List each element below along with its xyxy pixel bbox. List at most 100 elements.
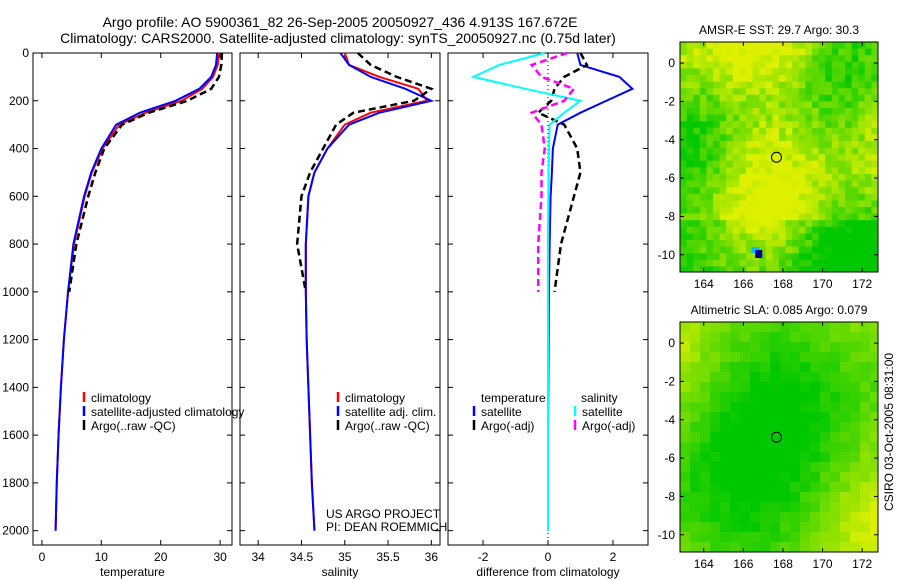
map-cell xyxy=(838,266,846,273)
map-cell xyxy=(830,442,841,453)
map-cell xyxy=(770,372,781,383)
map-cell xyxy=(792,180,800,188)
panel-salinity xyxy=(239,52,441,546)
map-cell xyxy=(812,207,820,215)
map-cell xyxy=(770,402,781,413)
map-cell xyxy=(739,75,747,83)
map-cell xyxy=(790,532,801,543)
map-cell xyxy=(706,167,714,175)
map-cell xyxy=(840,472,851,483)
map-cell xyxy=(765,233,773,241)
map-cell xyxy=(800,362,811,373)
map-cell xyxy=(858,187,866,195)
map-cell xyxy=(752,240,760,248)
map-cell xyxy=(871,114,879,122)
map-cell xyxy=(699,108,707,116)
x-tick-label: 166 xyxy=(733,557,753,571)
map-cell xyxy=(851,94,859,102)
map-cell xyxy=(818,160,826,168)
map-cell xyxy=(686,226,694,234)
map-cell xyxy=(693,154,701,162)
map-cell xyxy=(820,422,831,433)
map-cell xyxy=(680,94,688,102)
map-cell xyxy=(770,482,781,493)
map-cell xyxy=(713,160,721,168)
map-cell xyxy=(780,412,791,423)
map-cell xyxy=(759,42,767,50)
map-cell xyxy=(710,412,721,423)
map-cell xyxy=(719,55,727,63)
map-cell xyxy=(732,88,740,96)
map-cell xyxy=(700,462,711,473)
map-cell xyxy=(680,200,688,208)
map-cell xyxy=(759,226,767,234)
map-cell xyxy=(680,332,691,343)
map-cell xyxy=(746,94,754,102)
map-cell xyxy=(818,246,826,254)
map-cell xyxy=(680,412,691,423)
map-cell xyxy=(730,502,741,513)
map-cell xyxy=(870,522,879,533)
map-cell xyxy=(732,259,740,267)
map-cell xyxy=(871,226,879,234)
map-cell xyxy=(680,127,688,135)
map-cell xyxy=(726,81,734,89)
map-cell xyxy=(838,75,846,83)
map-cell xyxy=(798,233,806,241)
map-cell xyxy=(850,332,861,343)
map-cell xyxy=(790,362,801,373)
map-cell xyxy=(812,253,820,261)
map-cell xyxy=(726,220,734,228)
map-cell xyxy=(710,542,721,553)
map-cell xyxy=(713,68,721,76)
map-cell xyxy=(864,160,872,168)
map-cell xyxy=(690,322,701,333)
map-cell xyxy=(732,127,740,135)
map-cell xyxy=(825,193,833,201)
map-cell xyxy=(759,147,767,155)
map-cell xyxy=(820,432,831,443)
map-cell xyxy=(750,342,761,353)
map-cell xyxy=(800,542,811,553)
map-cell xyxy=(680,266,688,273)
map-cell xyxy=(864,101,872,109)
map-cell xyxy=(693,101,701,109)
map-cell xyxy=(726,114,734,122)
map-cell xyxy=(693,55,701,63)
map-cell xyxy=(710,442,721,453)
map-cell xyxy=(690,472,701,483)
map-cell xyxy=(690,372,701,383)
map-cell xyxy=(805,55,813,63)
map-cell xyxy=(864,253,872,261)
map-cell xyxy=(780,352,791,363)
map-cell xyxy=(780,522,791,533)
map-cell xyxy=(690,432,701,443)
y-tick-label: 400 xyxy=(9,142,29,156)
map-cell xyxy=(700,382,711,393)
series-line-argo-raw-qc- xyxy=(295,52,435,293)
map-cell xyxy=(780,362,791,373)
map-cell xyxy=(825,127,833,135)
map-cell xyxy=(851,200,859,208)
map-cell xyxy=(780,452,791,463)
map-cell xyxy=(739,68,747,76)
map-cell xyxy=(818,147,826,155)
map-cell xyxy=(792,174,800,182)
map-cell xyxy=(680,141,688,149)
map-cell xyxy=(792,88,800,96)
map-cell xyxy=(693,88,701,96)
map-cell xyxy=(851,154,859,162)
map-cell xyxy=(699,147,707,155)
map-cell xyxy=(680,542,691,553)
map-cell xyxy=(750,412,761,423)
map-cell xyxy=(820,412,831,423)
map-cell xyxy=(693,226,701,234)
map-cell xyxy=(772,48,780,56)
map-cell xyxy=(858,147,866,155)
map-cell xyxy=(720,532,731,543)
map-cell xyxy=(812,200,820,208)
map-cell xyxy=(680,352,691,363)
map-cell xyxy=(871,48,879,56)
map-cell xyxy=(765,88,773,96)
map-cell xyxy=(700,372,711,383)
